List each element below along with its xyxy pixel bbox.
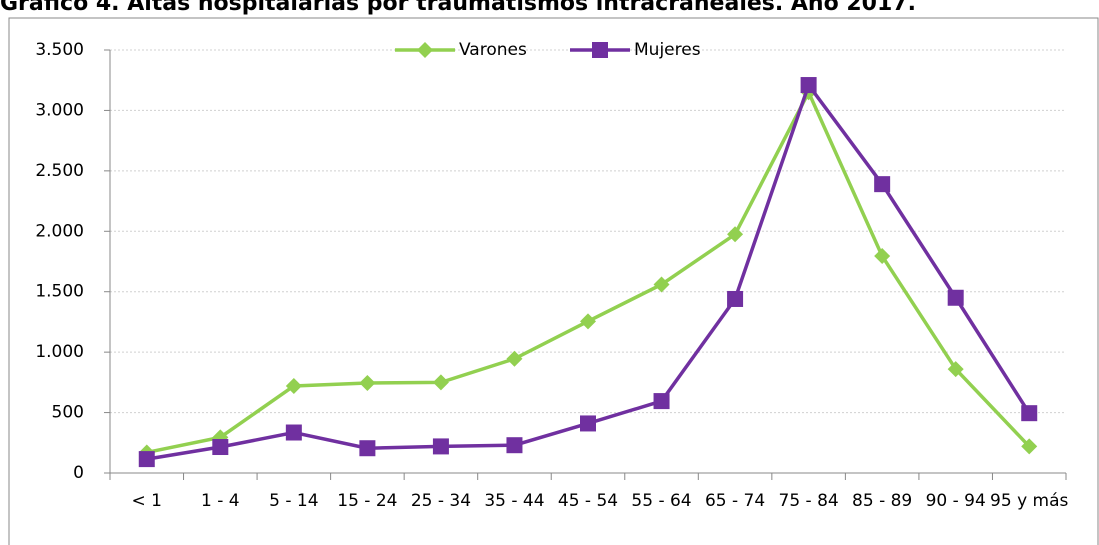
- point: [359, 440, 376, 457]
- x-tick-label: 5 - 14: [269, 491, 318, 511]
- x-tick-label: 90 - 94: [926, 491, 986, 511]
- point: [285, 377, 302, 394]
- x-tick-label: 95 y más: [990, 491, 1068, 511]
- point: [727, 226, 744, 243]
- point: [874, 248, 891, 265]
- x-tick-label: 1 - 4: [201, 491, 240, 511]
- y-tick-label: 0: [73, 463, 84, 483]
- y-tick-label: 3.000: [35, 100, 84, 120]
- x-tick-label: 75 - 84: [779, 491, 839, 511]
- point: [874, 176, 891, 193]
- point: [212, 439, 229, 456]
- chart-frame: [8, 17, 1099, 545]
- point: [727, 290, 744, 307]
- x-tick-label: 85 - 89: [852, 491, 912, 511]
- x-tick-label: 35 - 44: [484, 491, 544, 511]
- y-tick-label: 500: [52, 403, 84, 423]
- y-tick-label: 1.000: [35, 342, 84, 362]
- y-tick-label: 2.500: [35, 161, 84, 181]
- chart-title: Gráfico 4. Altas hospitalarias por traum…: [0, 0, 916, 16]
- legend-marker: [417, 42, 433, 58]
- point: [653, 393, 670, 410]
- legend-label: Mujeres: [634, 40, 701, 60]
- point: [432, 374, 449, 391]
- x-tick-label: 15 - 24: [337, 491, 397, 511]
- point: [432, 438, 449, 455]
- x-tick-label: 65 - 74: [705, 491, 765, 511]
- point: [1021, 438, 1038, 455]
- y-tick-label: 2.000: [35, 221, 84, 241]
- x-tick-label: 25 - 34: [411, 491, 471, 511]
- point: [285, 424, 302, 441]
- legend-marker: [592, 42, 608, 58]
- point: [359, 374, 376, 391]
- y-tick-label: 3.500: [35, 40, 84, 60]
- point: [506, 437, 523, 454]
- point: [947, 289, 964, 306]
- point: [506, 350, 523, 367]
- x-tick-label: 55 - 64: [631, 491, 691, 511]
- point: [138, 451, 155, 468]
- x-tick-label: 45 - 54: [558, 491, 618, 511]
- point: [1021, 405, 1038, 422]
- point: [653, 276, 670, 293]
- point: [800, 77, 817, 94]
- x-tick-label: < 1: [132, 491, 162, 511]
- point: [580, 415, 596, 432]
- y-tick-label: 1.500: [35, 282, 84, 302]
- point: [947, 361, 964, 378]
- point: [580, 313, 596, 330]
- legend-label: Varones: [459, 40, 527, 60]
